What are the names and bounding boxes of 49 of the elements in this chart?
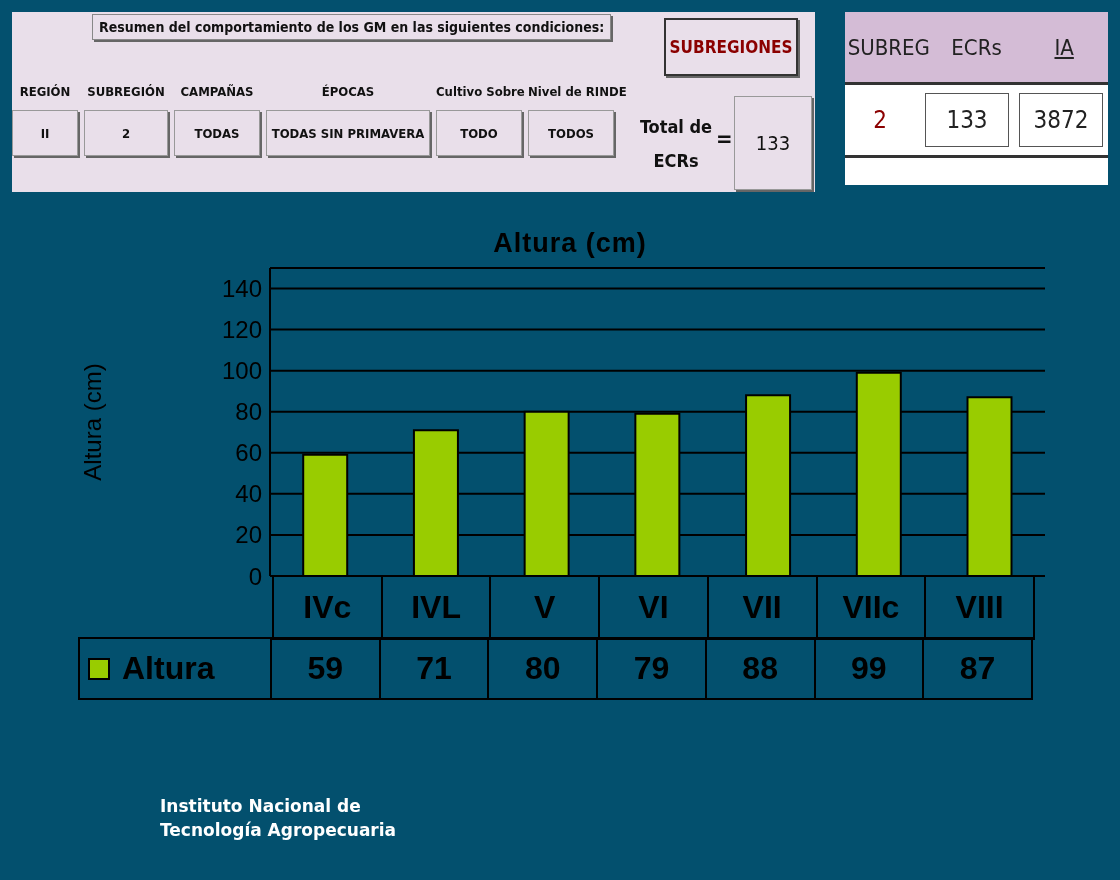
data-label: 59 [270,637,381,700]
text: Instituto Nacional de Tecnología Agropecuaria [160,795,398,842]
text: 133 [734,96,812,190]
y-tick-label: 80 [235,398,262,426]
text: CAMPAÑAS [179,84,255,101]
text: SUBREG [846,34,931,60]
x-tick-label: VIIc [815,577,927,640]
text: Nivel de RINDE [528,84,627,101]
text: Total de ECRs [639,116,713,171]
y-tick-label: 60 [235,439,262,467]
text: REGIÓN [18,84,72,101]
data-label: 80 [487,637,599,700]
y-axis-title: Altura (cm) [78,363,106,481]
y-tick-label: 120 [221,316,262,344]
y-tick-label: 100 [221,357,262,385]
x-tick-label: VII [706,577,818,640]
legend-label: Altura [122,650,215,687]
text: Resumen del comportamiento de los GM en las siguientes condiciones: [92,14,612,40]
text: 2 [872,106,888,134]
text: IA [1053,34,1075,60]
text: 3872 [1019,93,1103,147]
y-tick-label: 0 [248,562,262,590]
x-tick-label: IVL [380,577,492,640]
text: Cultivo Sobre [436,84,525,101]
data-label: 71 [378,637,490,700]
data-label: 88 [704,637,816,700]
x-tick-label: V [489,577,601,640]
text: TODO [436,110,522,156]
y-tick-label: 40 [235,480,262,508]
data-label: 99 [813,637,925,700]
text: SUBREGIONES [664,18,798,76]
text: ÉPOCAS [320,84,376,101]
text: TODAS SIN PRIMAVERA [266,110,430,156]
x-tick-label: VIII [924,577,1035,640]
text: II [12,110,78,156]
x-tick-label: IVc [272,577,383,640]
y-tick-label: 140 [221,275,262,303]
text: ECRs [950,34,1003,60]
x-tick-label: VI [598,577,709,640]
chart-title: Altura (cm) [492,228,648,259]
text: SUBREGIÓN [86,84,166,101]
text: = [716,126,733,151]
data-label: 87 [922,637,1033,700]
text: 2 [84,110,168,156]
text: TODAS [174,110,260,156]
text: TODOS [528,110,614,156]
data-label: 79 [596,637,707,700]
y-tick-label: 20 [235,521,262,549]
text: 133 [925,93,1009,147]
